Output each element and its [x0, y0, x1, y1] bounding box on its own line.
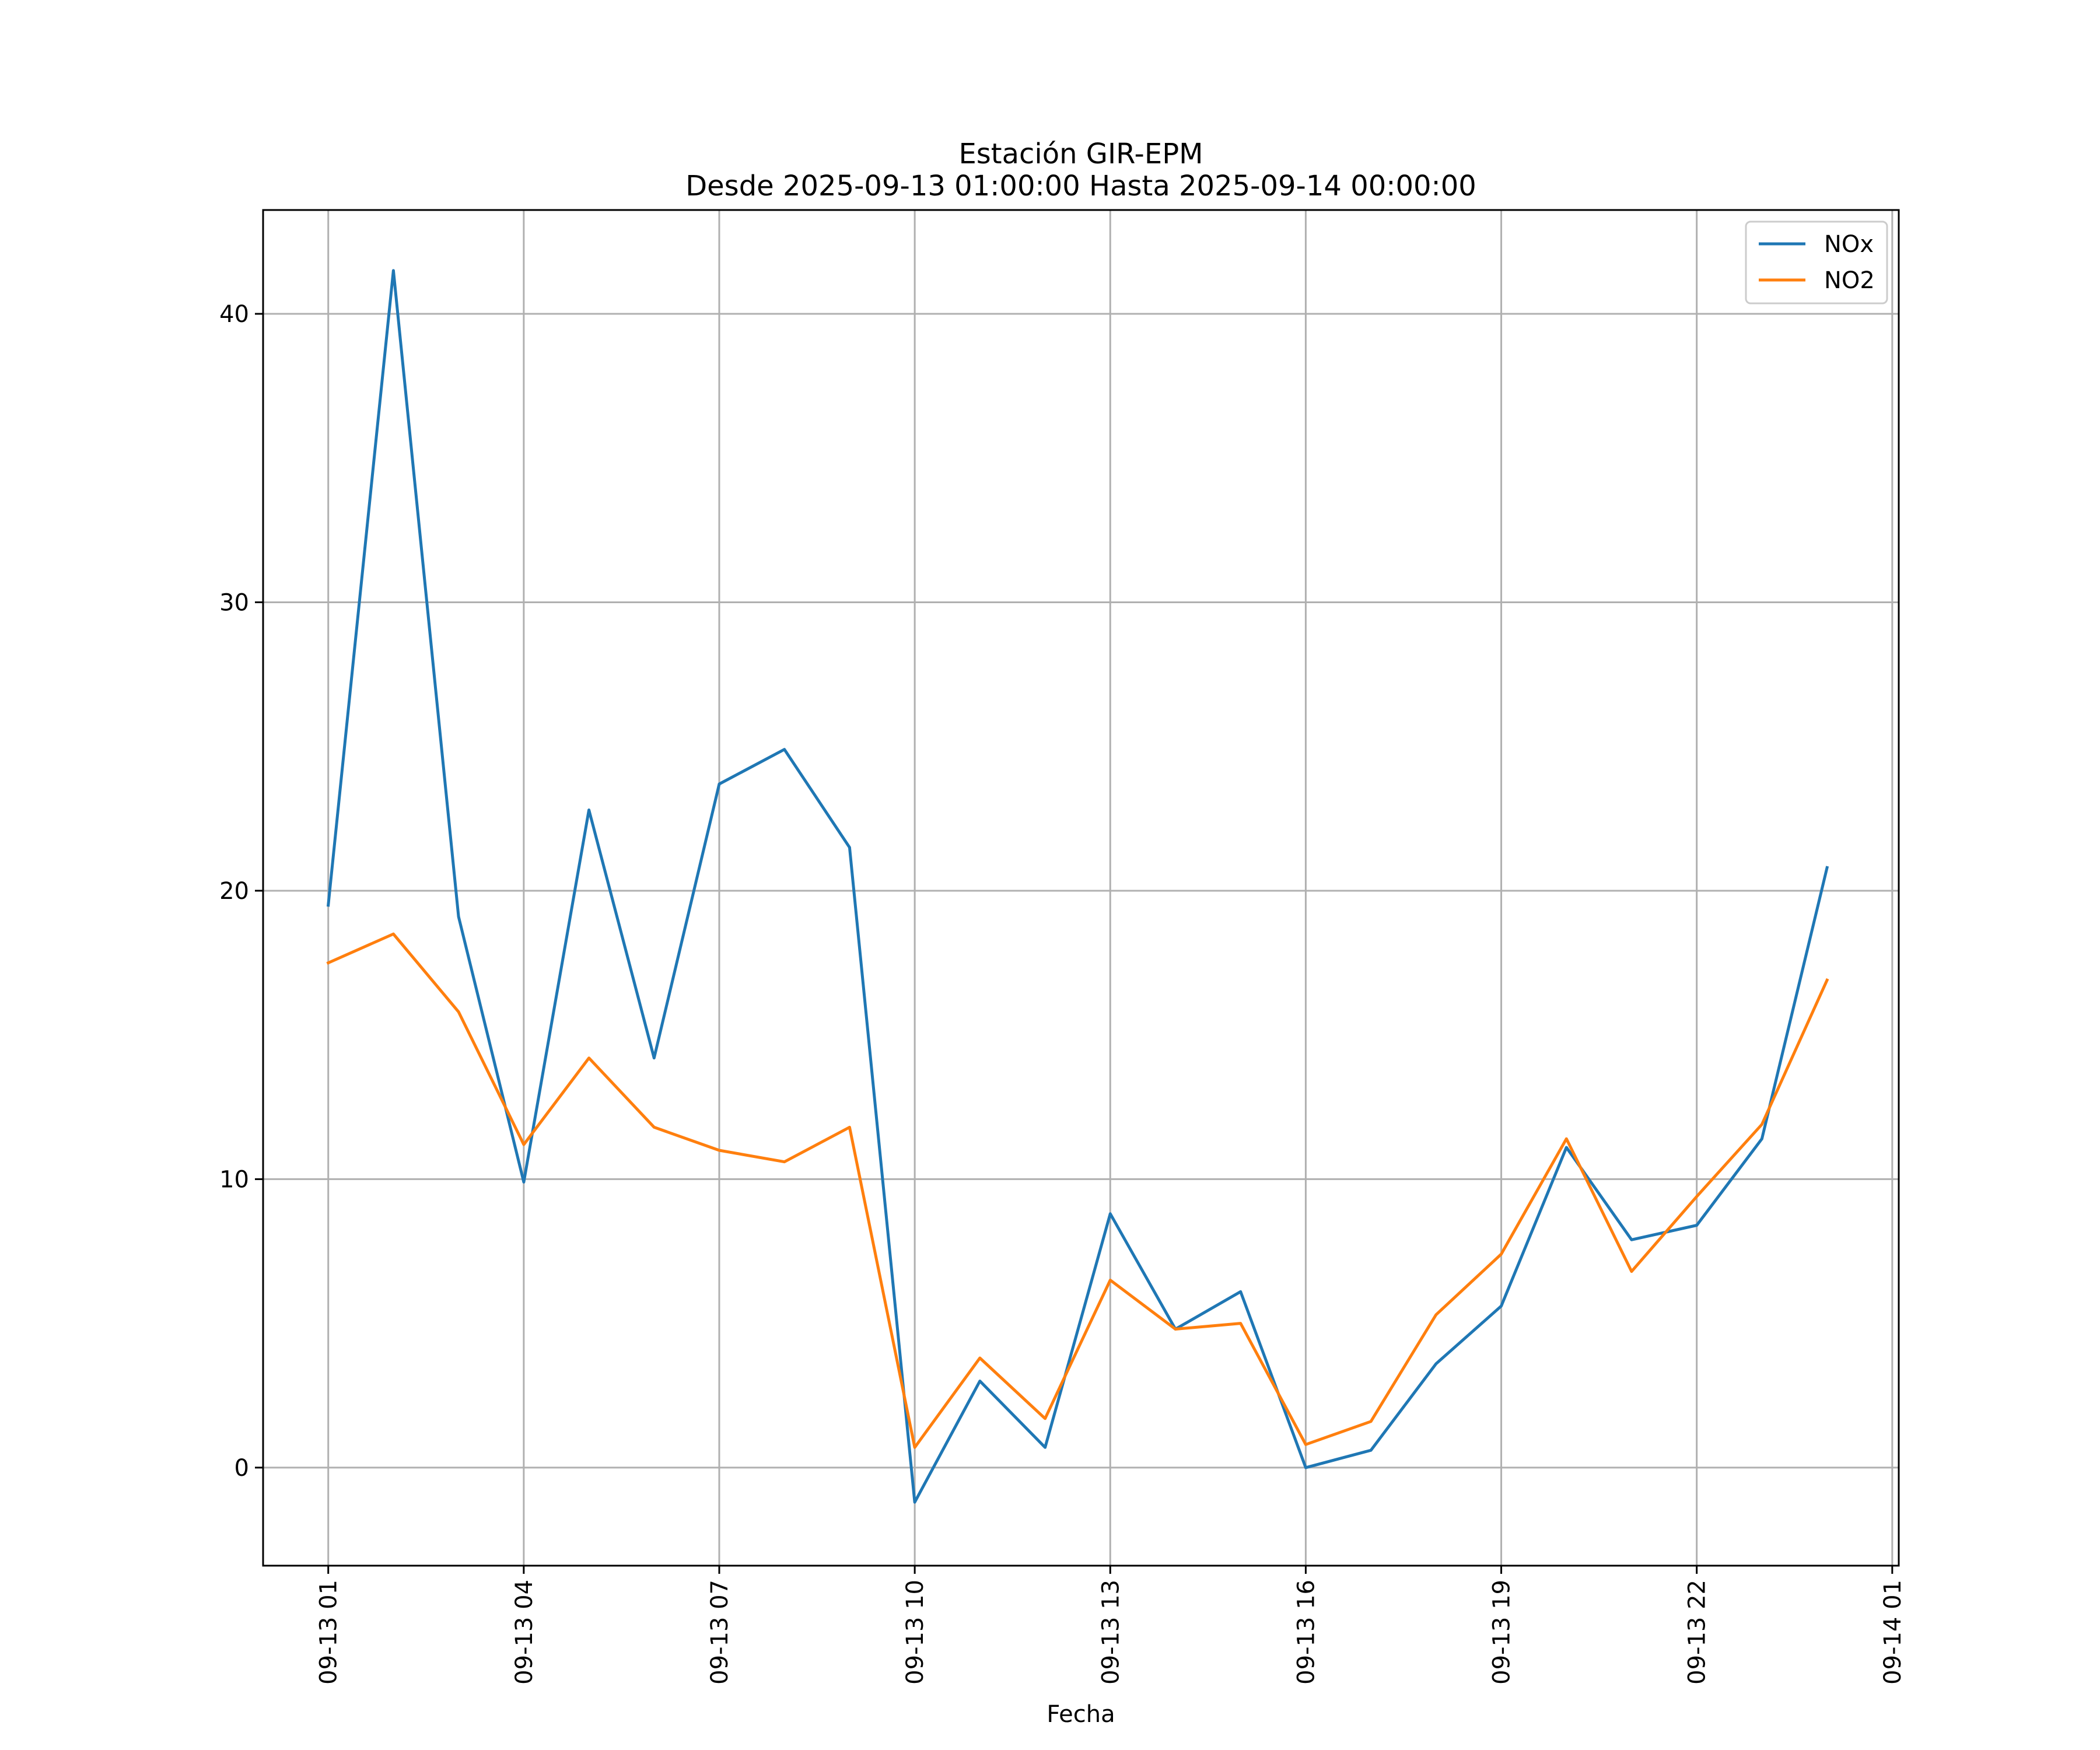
legend-box [1745, 220, 1888, 304]
y-tick-label: 10 [219, 1166, 249, 1193]
series-layer [326, 269, 1829, 1504]
y-tick-label: 40 [219, 301, 249, 328]
x-tick-label: 09-13 07 [706, 1580, 733, 1685]
x-tick-label: 09-13 04 [511, 1580, 538, 1685]
series-line-no2 [326, 932, 1829, 1449]
legend-label-no2: NO2 [1824, 267, 1875, 294]
y-tick-label: 20 [219, 878, 249, 905]
legend: NOx NO2 [1745, 220, 1888, 304]
x-axis-label: Fecha [1046, 1701, 1115, 1728]
x-tick-label: 09-13 19 [1489, 1580, 1516, 1685]
chart-title-line1: Estación GIR-EPM [958, 138, 1203, 170]
x-tick-label: 09-14 01 [1880, 1580, 1906, 1685]
y-tick-label: 0 [235, 1455, 249, 1482]
plot-frame [262, 209, 1900, 1567]
x-tick-label: 09-13 10 [902, 1580, 929, 1685]
x-tick-label: 09-13 13 [1097, 1580, 1124, 1685]
legend-label-nox: NOx [1824, 231, 1874, 258]
x-tick-label: 09-13 01 [316, 1580, 342, 1685]
x-tick-label: 09-13 16 [1293, 1580, 1320, 1685]
axis-ticks: 09-13 01 09-13 04 09-13 07 09-13 10 09-13 13… [219, 301, 1906, 1685]
gridlines [263, 210, 1899, 1566]
x-tick-label: 09-13 22 [1684, 1580, 1711, 1685]
y-tick-label: 30 [219, 589, 249, 616]
chart-title-line2: Desde 2025-09-13 01:00:00 Hasta 2025-09-… [685, 170, 1476, 202]
